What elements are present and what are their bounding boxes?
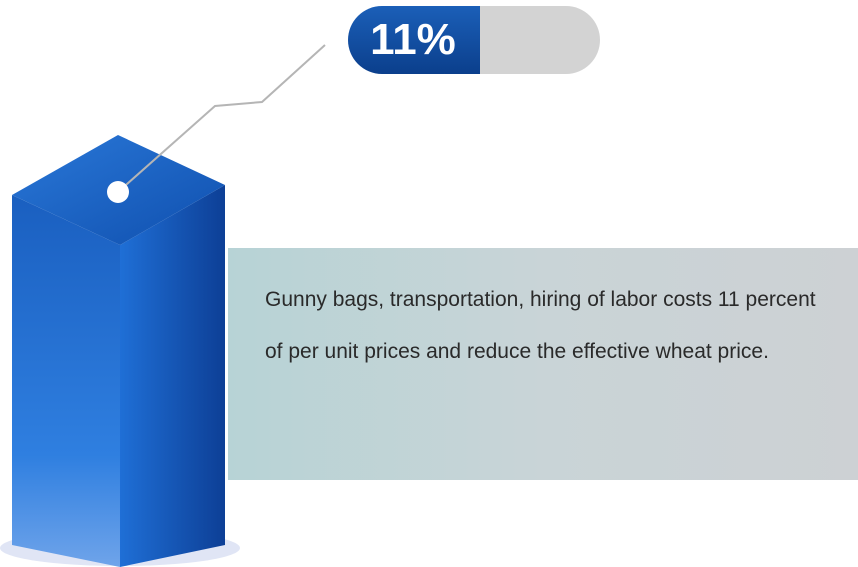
column-left (12, 195, 120, 567)
column-right (120, 185, 225, 567)
text-panel (228, 248, 858, 480)
connector-dot (107, 181, 129, 203)
badge-label: 11% (370, 15, 456, 64)
progress-fill-edge (445, 6, 480, 74)
connector (117, 44, 326, 193)
description: Gunny bags, transportation, hiring of la… (265, 288, 816, 363)
